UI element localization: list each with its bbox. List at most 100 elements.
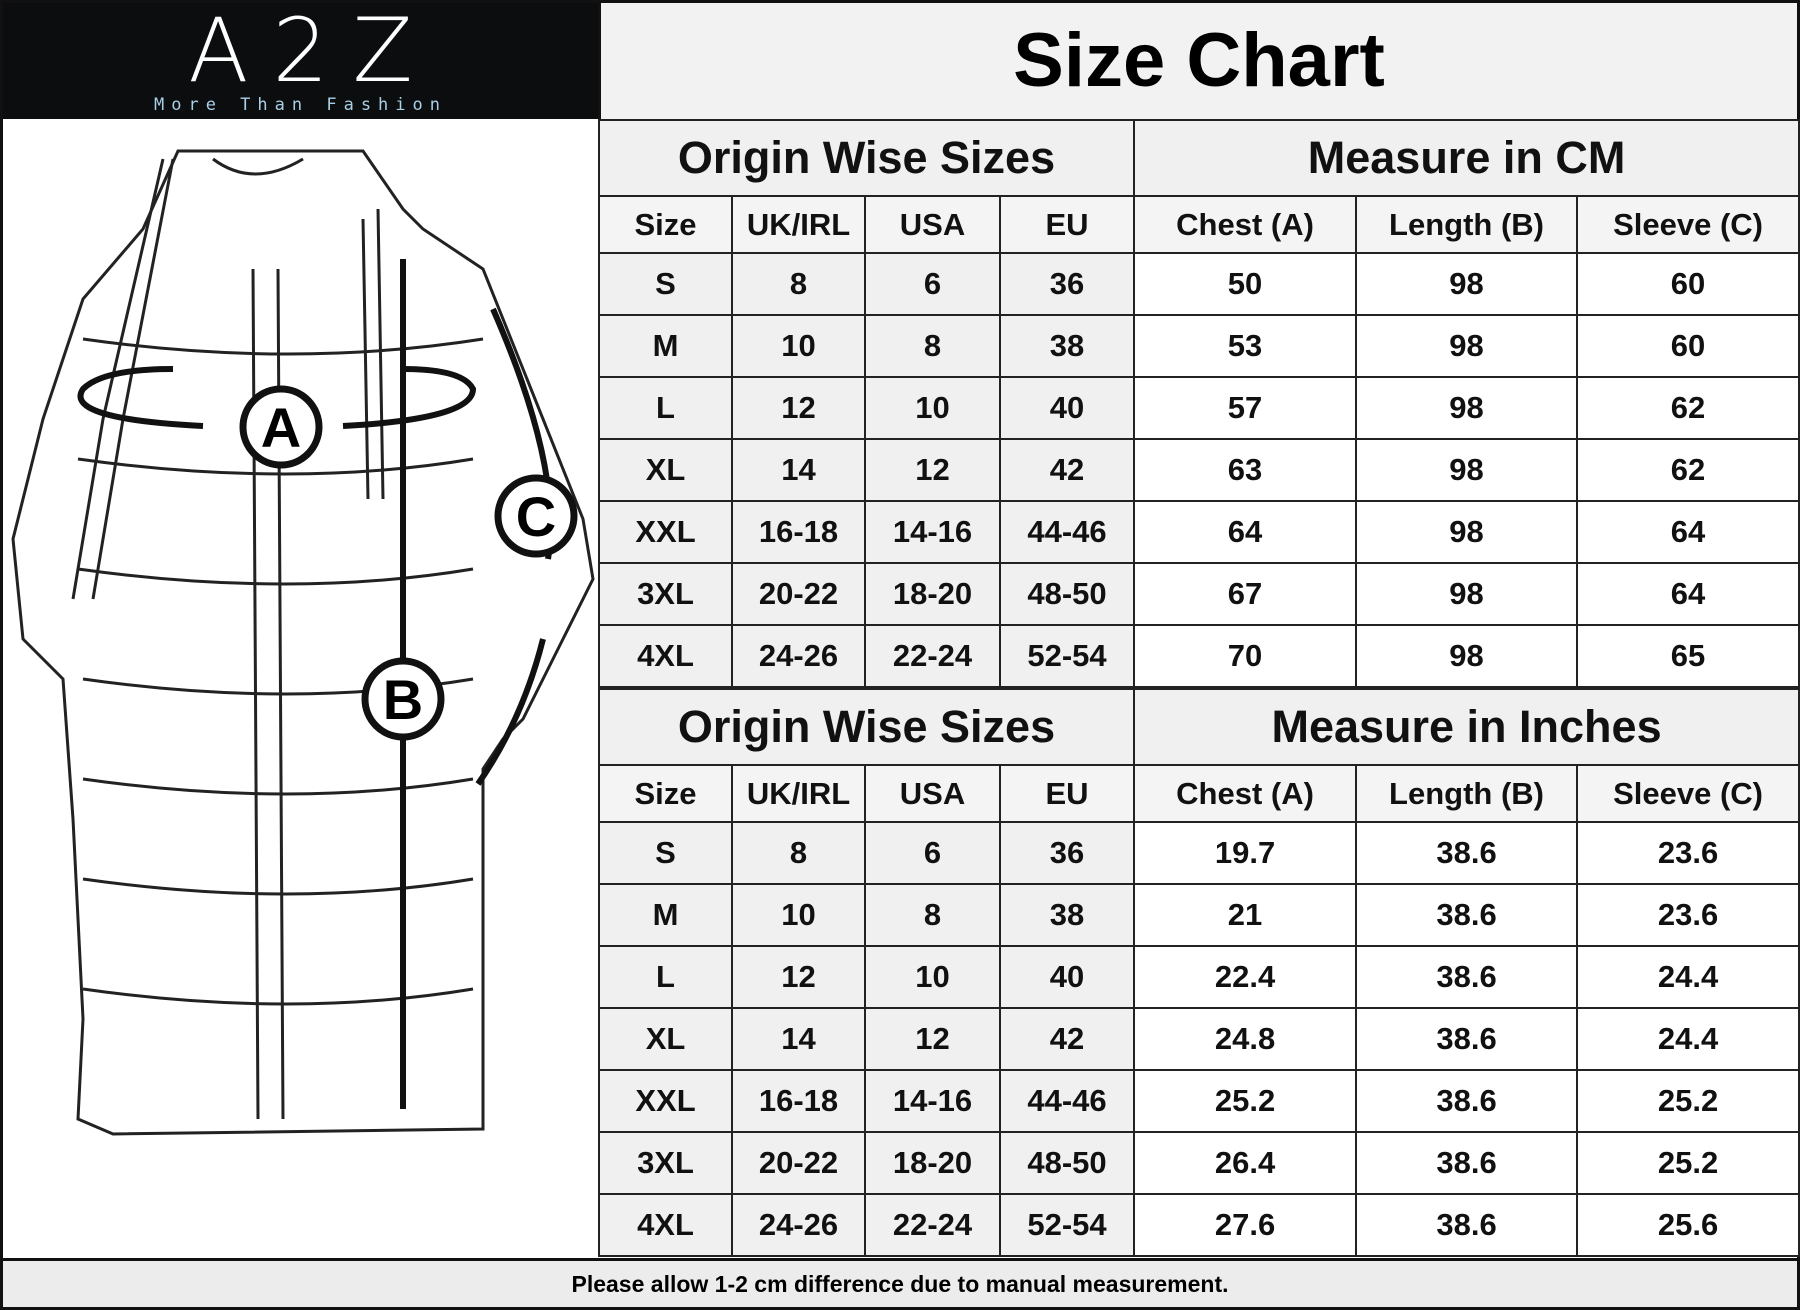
table-cell: S [598,252,733,316]
table-cell: 10 [864,376,1001,440]
table-cell: 38.6 [1355,821,1579,885]
table-cell: 25.2 [1576,1069,1800,1133]
table-row: XL 14 12 42 63 98 62 [598,438,1800,502]
table-cell: 12 [731,376,866,440]
table-cell: XXL [598,1069,733,1133]
column-header: Length (B) [1355,764,1579,823]
table-row: M 10 8 38 21 38.6 23.6 [598,883,1800,947]
size-tables: Origin Wise Sizes Measure in CM Size UK/IR… [597,119,1800,1258]
logo-text: A2Z [188,3,437,102]
table-cell: 24-26 [731,1193,866,1257]
table-cell: XL [598,1007,733,1071]
table-cell: 98 [1355,252,1579,316]
table-cell: 98 [1355,500,1579,564]
table-cell: 24-26 [731,624,866,688]
table-cell: 27.6 [1133,1193,1358,1257]
table-cell: 6 [864,821,1001,885]
brand-logo: A2Z More Than Fashion [3,3,598,119]
table-cell: 65 [1576,624,1800,688]
table-cell: M [598,883,733,947]
table-cell: 12 [864,1007,1001,1071]
table-cell: 38.6 [1355,1193,1579,1257]
table-cell: 62 [1576,438,1800,502]
table-cell: 70 [1133,624,1358,688]
page-title: Size Chart [598,3,1797,119]
table-cell: 98 [1355,624,1579,688]
table-cell: 8 [731,821,866,885]
table-cell: 21 [1133,883,1358,947]
table-cell: 40 [998,945,1136,1009]
table-row: M 10 8 38 53 98 60 [598,314,1800,378]
footer-note: Please allow 1-2 cm difference due to ma… [0,1258,1800,1310]
column-header: Chest (A) [1133,764,1358,823]
table-cell: 60 [1576,314,1800,378]
marker-b: B [383,668,423,731]
table-row: XXL 16-18 14-16 44-46 25.2 38.6 25.2 [598,1069,1800,1133]
table-cell: 25.2 [1576,1131,1800,1195]
jacket-measurement-diagram: A B C [3,119,598,1257]
cm-size-table: Origin Wise Sizes Measure in CM Size UK/IR… [597,119,1800,688]
table-cell: M [598,314,733,378]
table-cell: 24.8 [1133,1007,1358,1071]
table-cell: 64 [1133,500,1358,564]
table-cell: 25.6 [1576,1193,1800,1257]
column-header: Length (B) [1355,195,1579,254]
column-header: UK/IRL [731,195,866,254]
table-cell: 48-50 [998,562,1136,626]
table-cell: 52-54 [998,624,1136,688]
table-cell: 14-16 [864,500,1001,564]
logo-tagline: More Than Fashion [154,95,447,115]
table-cell: 48-50 [998,1131,1136,1195]
column-header: UK/IRL [731,764,866,823]
table-cell: XXL [598,500,733,564]
table-row: S 8 6 36 19.7 38.6 23.6 [598,821,1800,885]
table-cell: 98 [1355,438,1579,502]
table-row: S 8 6 36 50 98 60 [598,252,1800,316]
table-cell: 62 [1576,376,1800,440]
table-cell: S [598,821,733,885]
column-header: EU [998,195,1136,254]
marker-circles [239,385,578,741]
table-cell: 12 [731,945,866,1009]
table-cell: 8 [864,883,1001,947]
origin-sizes-header: Origin Wise Sizes [597,119,1136,197]
table-cell: 14 [731,438,866,502]
table-cell: 38.6 [1355,1069,1579,1133]
table-cell: 3XL [598,562,733,626]
origin-sizes-header: Origin Wise Sizes [597,688,1136,766]
marker-c: C [516,485,556,548]
table-row: XL 14 12 42 24.8 38.6 24.4 [598,1007,1800,1071]
measure-cm-header: Measure in CM [1133,119,1800,197]
table-cell: 10 [864,945,1001,1009]
table-cell: 57 [1133,376,1358,440]
jacket-sketch [11,149,595,1136]
column-header: USA [864,195,1001,254]
column-header: Sleeve (C) [1576,764,1800,823]
table-cell: 14-16 [864,1069,1001,1133]
table-cell: L [598,945,733,1009]
table-cell: 60 [1576,252,1800,316]
table-cell: 10 [731,314,866,378]
table-cell: 38 [998,314,1136,378]
table-cell: 67 [1133,562,1358,626]
marker-a: A [261,396,301,459]
table-cell: 22-24 [864,624,1001,688]
table-cell: 38.6 [1355,1131,1579,1195]
table-cell: 53 [1133,314,1358,378]
column-header: USA [864,764,1001,823]
table-row: 4XL 24-26 22-24 52-54 70 98 65 [598,624,1800,688]
table-cell: 36 [998,821,1136,885]
table-row: 3XL 20-22 18-20 48-50 67 98 64 [598,562,1800,626]
column-header: Chest (A) [1133,195,1358,254]
table-cell: 98 [1355,562,1579,626]
measure-inches-header: Measure in Inches [1133,688,1800,766]
table-cell: 23.6 [1576,883,1800,947]
table-cell: 38 [998,883,1136,947]
column-header: Size [598,764,733,823]
table-cell: 22.4 [1133,945,1358,1009]
table-cell: 38.6 [1355,1007,1579,1071]
table-row: XXL 16-18 14-16 44-46 64 98 64 [598,500,1800,564]
column-header: Size [598,195,733,254]
inch-size-table: Origin Wise Sizes Measure in Inches Size U… [597,688,1800,1257]
table-cell: 3XL [598,1131,733,1195]
